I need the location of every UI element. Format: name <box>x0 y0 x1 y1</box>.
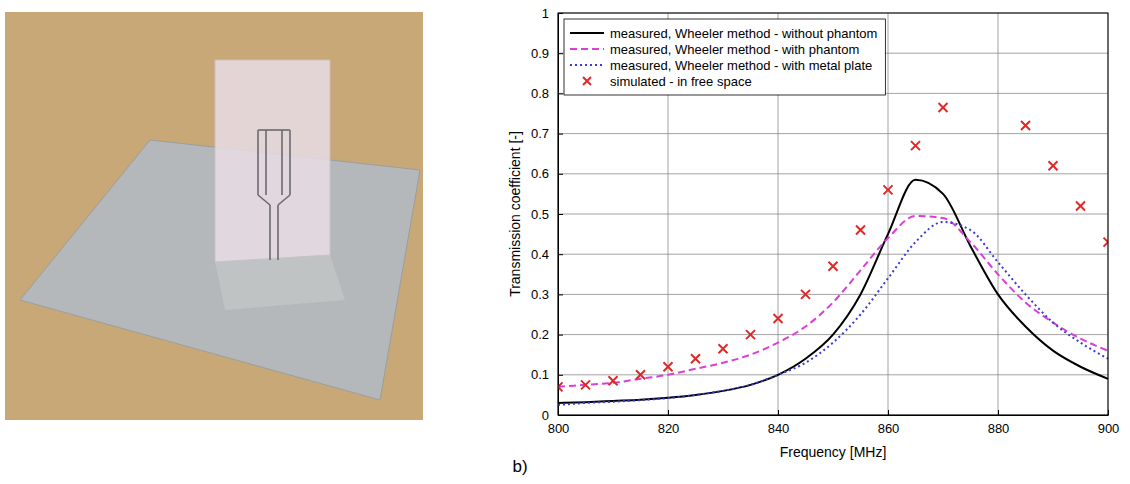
tick-mark <box>558 214 563 215</box>
legend-box <box>564 19 885 95</box>
grid-line <box>558 173 1108 174</box>
tick-mark <box>558 335 563 336</box>
panel-label: b) <box>512 457 527 476</box>
marker <box>801 290 810 299</box>
marker <box>939 103 948 112</box>
marker <box>691 354 700 363</box>
series-line <box>558 180 1108 403</box>
tick-label: 0.2 <box>531 327 549 342</box>
marker <box>664 362 673 371</box>
grid-line <box>558 133 1108 134</box>
tick-label: 0.7 <box>531 126 549 141</box>
tick-label: 840 <box>768 421 790 436</box>
legend-label: measured, Wheeler method - without phant… <box>610 26 877 41</box>
marker <box>746 330 755 339</box>
tick-label: 0 <box>542 408 549 423</box>
antenna-trace <box>265 130 267 195</box>
antenna-trace <box>258 129 290 131</box>
tick-label: 880 <box>988 421 1010 436</box>
antenna-trace <box>281 130 283 195</box>
tick-label: 0.8 <box>531 86 549 101</box>
marker <box>609 376 618 385</box>
grid-line <box>558 254 1108 255</box>
marker <box>719 344 728 353</box>
plot-marks <box>558 103 1108 405</box>
plot-background <box>558 13 1108 415</box>
tick: 860 <box>878 410 900 436</box>
series-line <box>558 216 1108 387</box>
tick-mark <box>778 410 779 415</box>
tick-mark <box>558 174 563 175</box>
photo <box>5 12 423 420</box>
tick-label: 0.3 <box>531 287 549 302</box>
tick-label: 900 <box>1098 421 1120 436</box>
antenna-trace <box>278 195 290 205</box>
x-axis-title: Frequency [MHz] <box>780 444 887 460</box>
marker <box>1021 121 1030 130</box>
legend-swatch <box>570 48 604 50</box>
legend-swatch <box>570 64 604 66</box>
plot-frame <box>558 13 1108 415</box>
tick-mark <box>558 53 563 54</box>
legend-label: measured, Wheeler method - with metal pl… <box>610 58 872 73</box>
reflection <box>215 255 345 310</box>
tick-mark <box>558 134 563 135</box>
legend: measured, Wheeler method - without phant… <box>564 19 885 95</box>
grid-line <box>558 214 1108 215</box>
tick-label: 860 <box>878 421 900 436</box>
tick-mark <box>668 410 669 415</box>
marker <box>856 226 865 235</box>
marker <box>1104 238 1109 247</box>
photo-background <box>5 12 423 420</box>
marker <box>884 185 893 194</box>
tick-mark <box>558 294 563 295</box>
y-axis-title: Transmission coefficient [-] <box>507 131 523 297</box>
grid <box>558 13 1108 415</box>
tick: 880 <box>988 410 1010 436</box>
marker <box>829 262 838 271</box>
tick: 820 <box>658 410 680 436</box>
antenna-trace <box>289 130 291 195</box>
tick-mark <box>558 93 563 94</box>
antenna-trace <box>257 130 259 195</box>
marker <box>558 382 563 391</box>
tick-label: 0.5 <box>531 207 549 222</box>
tick-mark <box>888 410 889 415</box>
legend-label: measured, Wheeler method - with phantom <box>610 42 859 57</box>
antenna-trace <box>277 205 279 260</box>
tick-mark <box>558 254 563 255</box>
tick-label: 820 <box>658 421 680 436</box>
marker <box>581 380 590 389</box>
series-line <box>558 222 1108 405</box>
x-axis: 800 820 840 860 880 900 <box>548 410 1120 436</box>
tick: 840 <box>768 410 790 436</box>
tick-mark <box>998 410 999 415</box>
marker <box>774 314 783 323</box>
marker <box>1076 201 1085 210</box>
substrate <box>215 60 330 262</box>
marker <box>911 141 920 150</box>
legend-marker <box>583 77 591 85</box>
legend-label: simulated - in free space <box>610 74 752 89</box>
tick-label: 0.6 <box>531 166 549 181</box>
tick-label: 800 <box>548 421 570 436</box>
figure: 800 820 840 860 880 900 0 0.1 0.2 0.3 0.4 0.5 0.6 0.7… <box>0 0 1130 484</box>
legend-swatch <box>570 32 604 34</box>
tick-label: 0.4 <box>531 247 549 262</box>
tick-mark <box>558 375 563 376</box>
tick-label: 0.9 <box>531 46 549 61</box>
antenna-trace <box>258 195 270 205</box>
marker <box>636 370 645 379</box>
antenna-trace <box>269 205 271 260</box>
marker <box>1049 161 1058 170</box>
tick-label: 0.1 <box>531 367 549 382</box>
tick-label: 1 <box>542 6 549 21</box>
